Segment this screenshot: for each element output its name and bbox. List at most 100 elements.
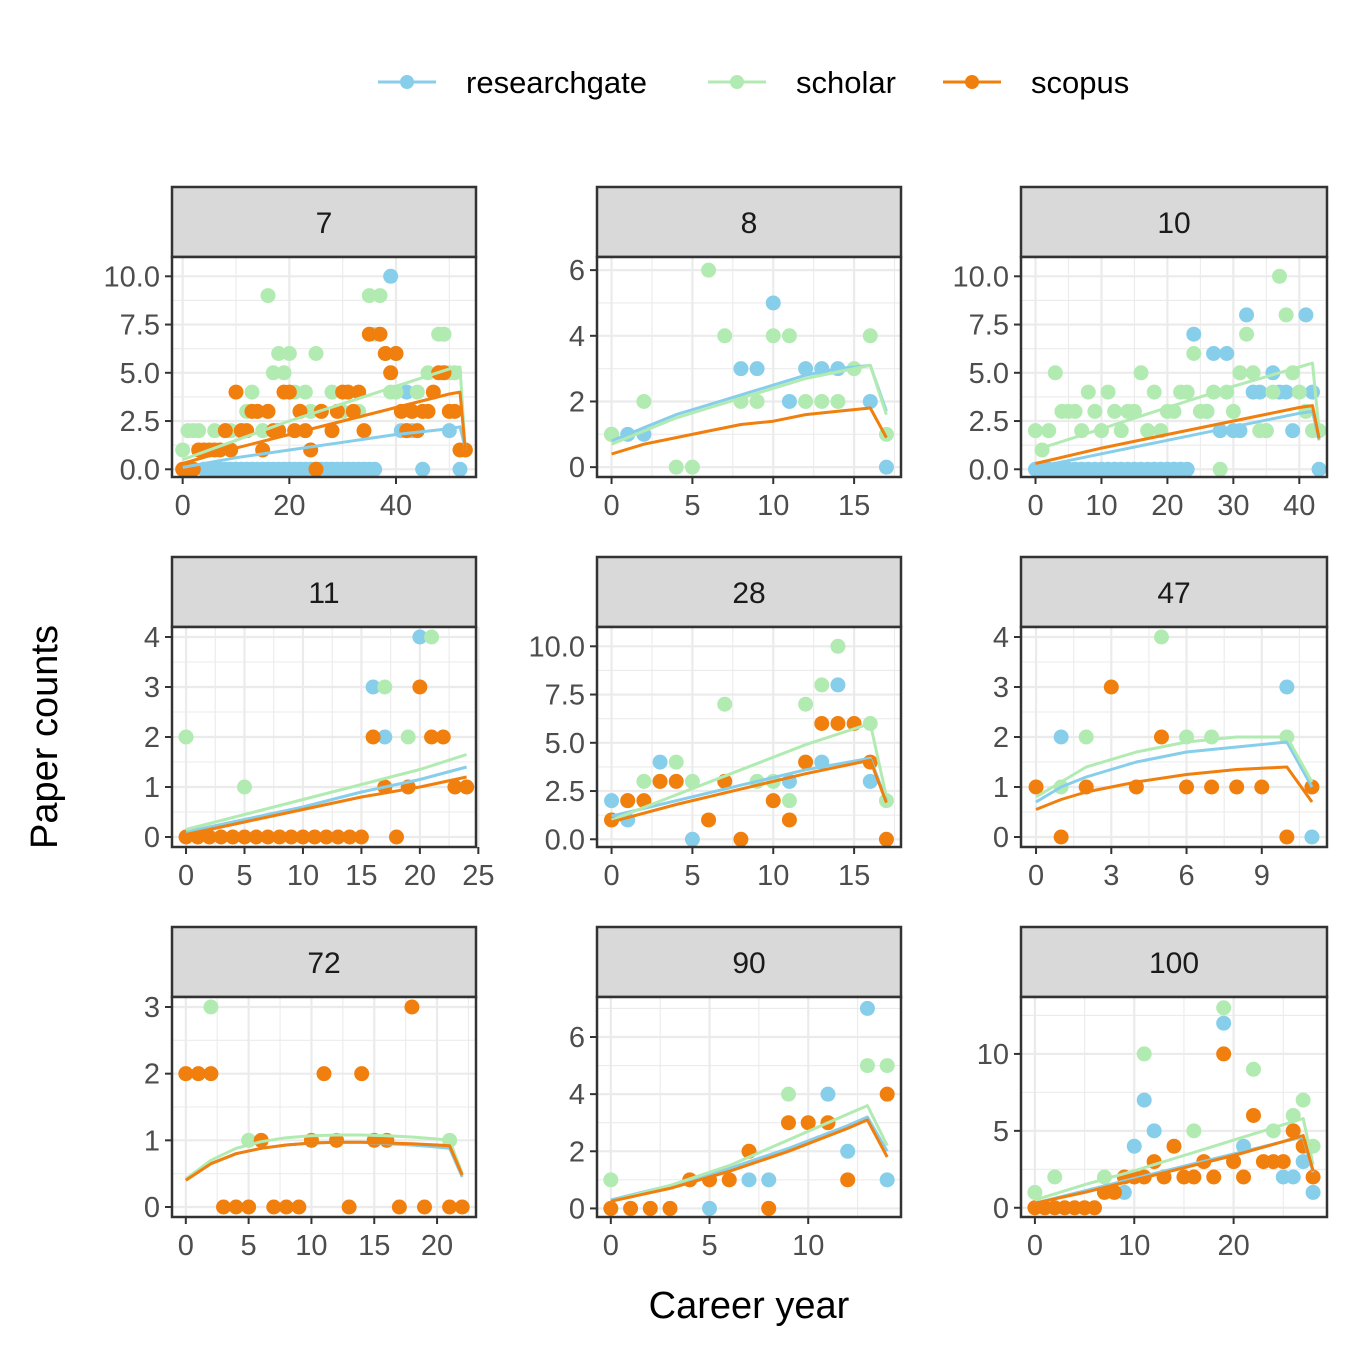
y-tick-label: 1: [144, 1125, 160, 1157]
facet-panel-90: 90 0 2 4 6 0 5 10: [569, 925, 903, 1262]
data-point-scholar: [178, 729, 194, 745]
data-point-scopus: [216, 1199, 232, 1215]
facet-strip-label: 11: [308, 577, 339, 610]
data-point-researchgate: [781, 393, 797, 409]
data-point-researchgate: [1136, 1092, 1152, 1108]
data-point-scholar: [236, 779, 252, 795]
data-point-scholar: [830, 393, 846, 409]
data-point-scholar: [203, 999, 219, 1015]
data-point-scopus: [1153, 729, 1169, 745]
data-point-scholar: [1278, 307, 1294, 323]
series-points-scopus: [1028, 679, 1320, 845]
trend-line-scholar: [1035, 735, 1314, 799]
data-point-scholar: [781, 328, 797, 344]
panel-background: [1021, 257, 1327, 477]
data-point-scholar: [668, 459, 684, 475]
data-point-scopus: [272, 829, 288, 845]
data-point-researchgate: [1179, 461, 1195, 477]
facet-strip: [1019, 925, 1329, 999]
data-point-researchgate: [1295, 1154, 1311, 1170]
data-point-scholar: [1041, 423, 1057, 439]
data-point-scholar: [668, 754, 684, 770]
data-point-scopus: [1106, 1184, 1122, 1200]
data-point-scholar: [265, 365, 281, 381]
data-point-scopus: [248, 829, 264, 845]
trend-line-scholar: [182, 365, 467, 462]
data-point-researchgate: [415, 461, 431, 477]
data-point-scholar: [1186, 345, 1202, 361]
data-point-scholar: [297, 384, 313, 400]
trend-line-scholar: [610, 1104, 889, 1203]
trend-line-scholar: [1035, 361, 1321, 452]
data-point-scholar: [324, 384, 340, 400]
plot-area: [1027, 1000, 1321, 1216]
trend-line-scopus: [1035, 765, 1314, 811]
facet-panel-47: 47 0 1 2 3 4 0 3 6 9: [993, 555, 1329, 892]
y-tick-label: 2: [569, 386, 585, 418]
facet-strip-label: 100: [1149, 947, 1199, 980]
x-tick-label: 15: [358, 1230, 390, 1262]
plot-area: [175, 268, 473, 477]
data-point-scopus: [1087, 1200, 1103, 1216]
x-tick-label: 15: [345, 860, 377, 892]
x-tick-label: 15: [838, 860, 870, 892]
data-point-scopus: [454, 1199, 470, 1215]
data-point-researchgate: [733, 361, 749, 377]
y-tick-label: 1: [993, 772, 1009, 804]
x-tick-label: 10: [287, 860, 319, 892]
data-point-scopus: [388, 829, 404, 845]
data-point-scopus: [1053, 829, 1069, 845]
data-point-scopus: [278, 1199, 294, 1215]
data-point-scopus: [353, 829, 369, 845]
x-tick-label: 30: [1217, 490, 1249, 522]
data-point-scholar: [636, 773, 652, 789]
y-tick-label: 0: [569, 452, 585, 484]
data-point-scopus: [442, 1199, 458, 1215]
data-point-scopus: [1204, 779, 1220, 795]
facet-panel-28: 28 0.0 2.5 5.0 7.5 10.0 0 5 10 15: [529, 555, 903, 892]
data-point-scopus: [435, 729, 451, 745]
series-points-scholar: [1028, 268, 1327, 477]
legend-label: researchgate: [466, 65, 647, 100]
data-point-scholar: [1133, 365, 1149, 381]
data-point-researchgate: [820, 1086, 836, 1102]
data-point-researchgate: [452, 461, 468, 477]
x-tick-label: 10: [295, 1230, 327, 1262]
legend-key-point: [400, 75, 414, 89]
data-point-scopus: [447, 403, 463, 419]
y-tick-label: 2: [569, 1136, 585, 1168]
data-point-scholar: [1087, 403, 1103, 419]
data-point-scholar: [1047, 365, 1063, 381]
x-tick-label: 10: [1085, 490, 1117, 522]
legend-item-scopus: scopus: [943, 65, 1129, 100]
data-point-scopus: [324, 423, 340, 439]
data-point-scholar: [409, 384, 425, 400]
data-point-scholar: [765, 328, 781, 344]
data-point-scopus: [1254, 779, 1270, 795]
data-point-researchgate: [761, 1172, 777, 1188]
y-tick-label: 0.0: [545, 824, 585, 856]
data-point-scholar: [1080, 384, 1096, 400]
x-tick-label: 0: [603, 490, 619, 522]
data-point-scholar: [244, 384, 260, 400]
data-point-scopus: [1206, 1169, 1222, 1185]
data-point-scholar: [1107, 403, 1123, 419]
data-point-scholar: [1146, 384, 1162, 400]
data-point-scholar: [862, 328, 878, 344]
x-tick-label: 20: [273, 490, 305, 522]
y-tick-label: 10: [977, 1039, 1009, 1071]
x-tick-label: 0: [178, 1230, 194, 1262]
data-point-scholar: [207, 423, 223, 439]
data-point-scopus: [1216, 1046, 1232, 1062]
data-point-scopus: [420, 403, 436, 419]
facet-panel-72: 72 0 1 2 3 0 5 10 15 20: [144, 925, 478, 1262]
data-point-scopus: [416, 1199, 432, 1215]
trend-line-scopus: [611, 406, 888, 456]
x-tick-label: 20: [421, 1230, 453, 1262]
data-point-scopus: [765, 793, 781, 809]
data-point-scholar: [1126, 403, 1142, 419]
data-point-scopus: [424, 729, 440, 745]
data-point-researchgate: [749, 361, 765, 377]
data-point-researchgate: [798, 361, 814, 377]
